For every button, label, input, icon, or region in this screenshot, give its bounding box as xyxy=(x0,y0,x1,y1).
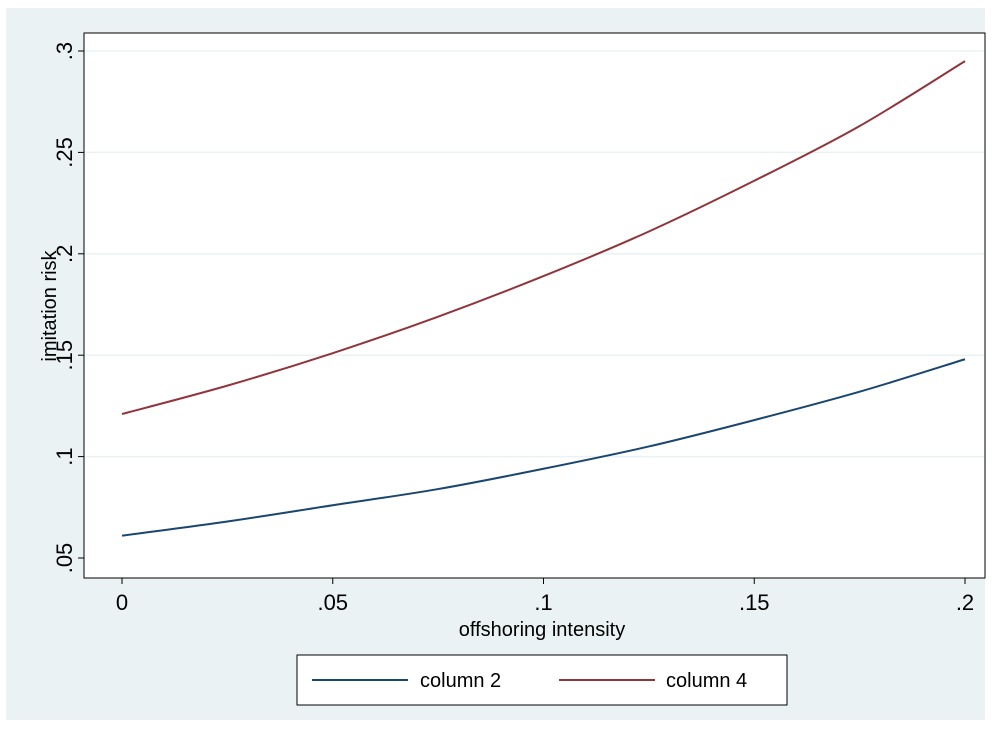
series-line-column-4 xyxy=(121,60,966,415)
legend-label-column-4: column 4 xyxy=(666,670,747,692)
x-tick-label: .15 xyxy=(739,590,770,615)
y-tick-label: .3 xyxy=(52,42,77,60)
plot-area xyxy=(83,32,986,579)
series-lines xyxy=(121,60,966,537)
x-tick-label: .1 xyxy=(534,590,552,615)
series-line-column-2 xyxy=(121,358,966,537)
x-tick-label: .2 xyxy=(956,590,974,615)
x-tick-label: .05 xyxy=(317,590,348,615)
y-axis: .05 .1 .15 .2 .25 .3 xyxy=(52,42,84,573)
y-tick-label: .1 xyxy=(52,447,77,465)
y-tick-label: .25 xyxy=(52,137,77,168)
x-axis: 0 .05 .1 .15 .2 xyxy=(116,578,974,615)
x-axis-title: offshoring intensity xyxy=(459,619,625,641)
y-tick-label: .2 xyxy=(52,245,77,263)
legend-label-column-2: column 2 xyxy=(420,670,501,692)
gridlines xyxy=(85,50,984,458)
x-tick-label: 0 xyxy=(116,590,128,615)
y-axis-title: imitation risk xyxy=(39,249,61,361)
y-tick-label: .15 xyxy=(52,340,77,371)
legend: column 2 column 4 xyxy=(296,654,788,706)
y-tick-label: .05 xyxy=(52,543,77,574)
